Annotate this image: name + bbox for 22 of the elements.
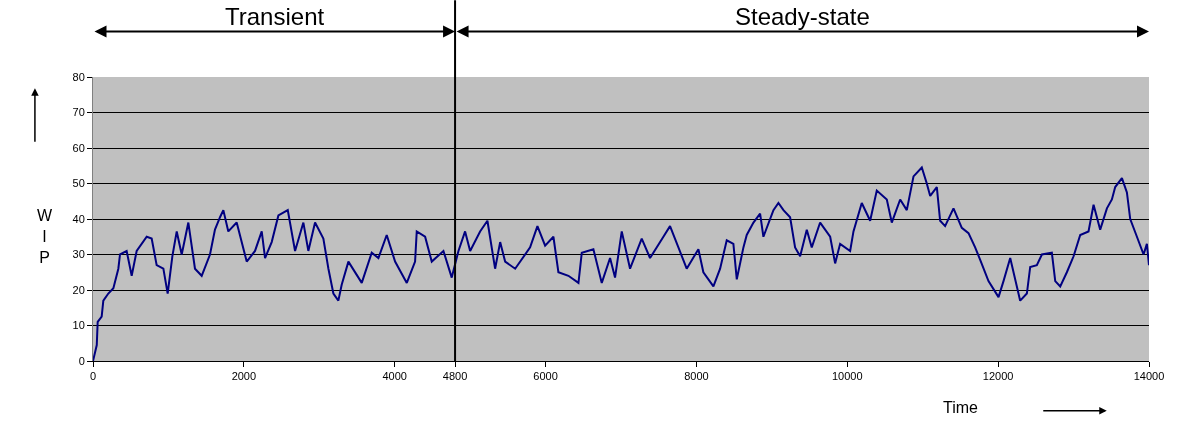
x-tick-label: 12000 (982, 370, 1014, 383)
x-axis-title: Time (943, 399, 979, 416)
y-tick-label: 50 (72, 177, 85, 190)
y-tick-label: 80 (72, 70, 85, 83)
x-tick-label: 2000 (231, 370, 257, 383)
y-tick-label: 70 (72, 106, 85, 119)
x-tick-label: 4000 (382, 370, 407, 383)
x-tick-label: 10000 (831, 370, 863, 383)
text: Steady-state (735, 3, 870, 30)
y-tick-label: 20 (72, 283, 85, 296)
x-tick-label: 8000 (684, 370, 709, 383)
y-tick-label: 10 (72, 319, 85, 332)
y-tick-label: 60 (72, 141, 85, 154)
y-tick-label: 40 (72, 212, 85, 225)
y-tick-label: 30 (72, 248, 85, 261)
x-tick-label: 6000 (533, 370, 558, 383)
x-tick-label: 0 (89, 370, 97, 383)
y-axis-title: WIP (37, 207, 53, 266)
text: Transient (225, 3, 325, 30)
x-tick-label: 4800 (442, 370, 468, 383)
x-tick-label: 14000 (1133, 370, 1165, 383)
y-tick-label: 0 (78, 354, 85, 367)
